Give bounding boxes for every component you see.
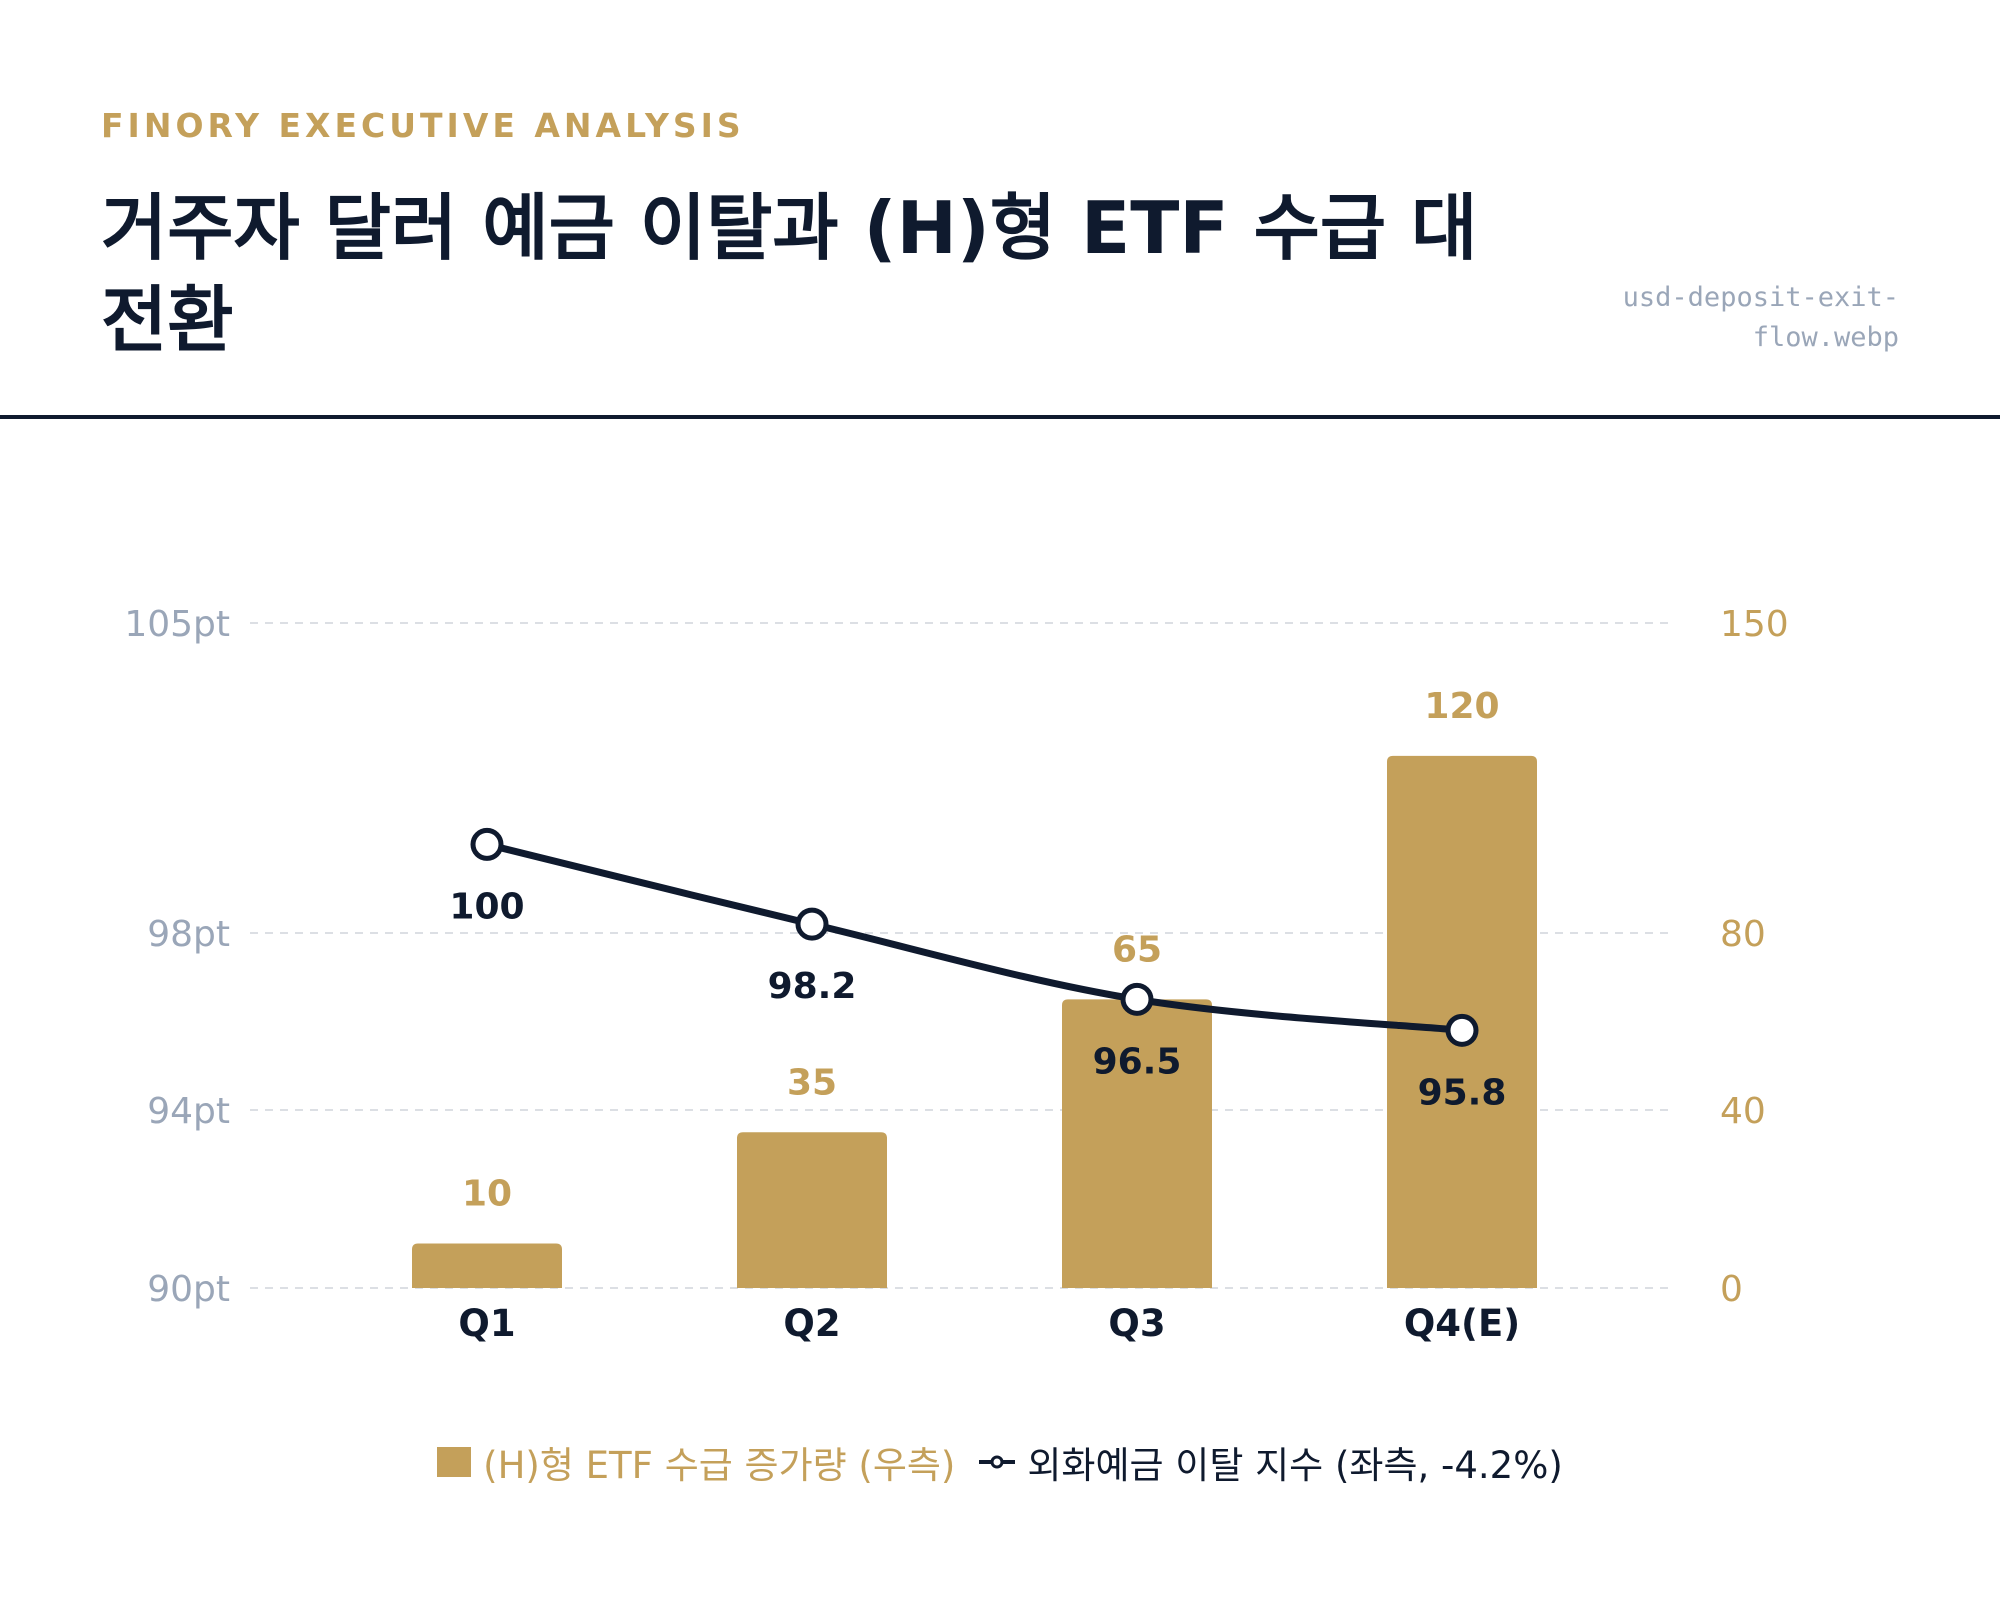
line-point	[1120, 982, 1154, 1016]
right-axis-tick-label: 150	[1720, 604, 1789, 645]
legend-bar-swatch	[437, 1447, 472, 1477]
legend-item-line: 외화예금 이탈 지수 (좌측, -4.2%)	[979, 1435, 1563, 1489]
left-axis-tick-label: 90pt	[147, 1269, 230, 1310]
line-value-label: 100	[449, 886, 524, 927]
line-path	[483, 840, 1466, 1034]
category-label: Q3	[1108, 1302, 1165, 1345]
line-value-label: 96.5	[1093, 1041, 1182, 1082]
bar	[1062, 999, 1212, 1288]
line-value-label: 98.2	[768, 966, 857, 1007]
bar	[737, 1132, 887, 1288]
right-axis-tick-label: 80	[1720, 914, 1766, 955]
line-series	[470, 827, 1479, 1047]
right-axis-tick-label: 0	[1720, 1269, 1743, 1310]
left-axis-tick-label: 105pt	[124, 604, 230, 645]
bar-value-label: 120	[1424, 686, 1499, 727]
left-axis-tick-label: 94pt	[147, 1091, 230, 1132]
bar-value-label: 35	[787, 1062, 837, 1103]
category-label: Q4(E)	[1404, 1302, 1520, 1345]
grid-lines: 90pt 0 94pt 40 98pt 80 105pt 150	[124, 604, 1788, 1310]
line-value-label: 95.8	[1418, 1072, 1507, 1113]
chart-legend: (H)형 ETF 수급 증가량 (우측) 외화예금 이탈 지수 (좌측, -4.…	[0, 1435, 2000, 1489]
file-name: usd-deposit-exit-flow.webp	[1622, 282, 1899, 353]
line-point	[470, 827, 504, 861]
line-point	[795, 907, 829, 941]
legend-bar-label: (H)형 ETF 수급 증가량 (우측)	[483, 1444, 956, 1487]
bar-value-label: 65	[1112, 929, 1162, 970]
left-axis-tick-label: 98pt	[147, 914, 230, 955]
legend-line-label: 외화예금 이탈 지수 (좌측, -4.2%)	[1027, 1444, 1563, 1487]
legend-line-marker	[979, 1455, 1016, 1469]
line-point	[1445, 1013, 1479, 1047]
category-label: Q1	[458, 1302, 515, 1345]
chart-title: 거주자 달러 예금 이탈과 (H)형 ETF 수급 대전환	[101, 186, 1478, 362]
header-divider	[0, 415, 2000, 419]
category-label: Q2	[783, 1302, 840, 1345]
bar-value-label: 10	[462, 1174, 512, 1215]
chart-labels: 10 35 65 120 100 98.2 96.5 95.8 Q1 Q2 Q3 Q4(E)	[449, 686, 1520, 1345]
right-axis-tick-label: 40	[1720, 1091, 1766, 1132]
legend-item-bar: (H)형 ETF 수급 증가량 (우측)	[437, 1435, 955, 1489]
bar	[412, 1243, 562, 1288]
combo-chart: 90pt 0 94pt 40 98pt 80 105pt 150 10 35 65 120 100 98…	[124, 604, 1788, 1345]
report-kicker: FINORY EXECUTIVE ANALYSIS	[101, 106, 745, 145]
